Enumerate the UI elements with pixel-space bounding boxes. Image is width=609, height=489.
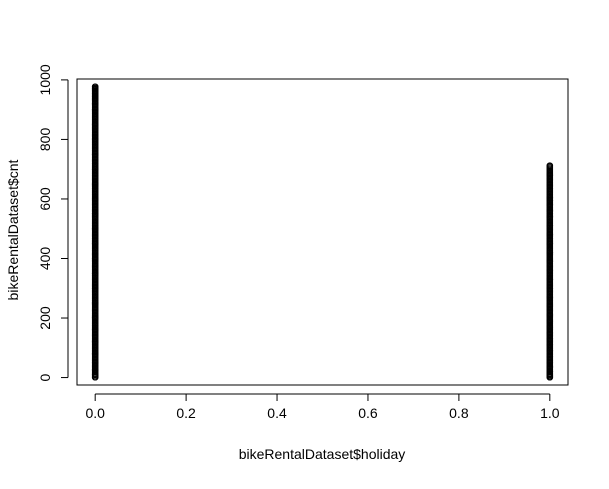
data-point — [91, 195, 99, 203]
data-point — [546, 302, 554, 310]
data-point — [91, 359, 99, 366]
data-point — [91, 270, 99, 277]
data-point — [546, 284, 554, 292]
data-point — [91, 366, 99, 374]
data-point — [91, 326, 99, 334]
data-point — [546, 370, 554, 378]
data-point — [546, 267, 554, 274]
data-point — [91, 314, 99, 322]
data-point — [91, 371, 99, 378]
data-point — [91, 180, 99, 188]
data-point — [91, 136, 99, 143]
x-tick-label: 0.6 — [358, 405, 378, 421]
data-point — [91, 255, 99, 262]
data-point — [91, 151, 99, 158]
data-point — [546, 293, 554, 301]
data-point — [546, 258, 554, 265]
data-point — [546, 194, 554, 201]
data-point — [546, 249, 554, 256]
data-point — [546, 240, 554, 247]
data-point — [546, 222, 554, 230]
plot-box — [76, 78, 569, 386]
y-axis: 0 200 400 600 800 1000 — [37, 64, 69, 381]
data-point — [546, 311, 554, 319]
data-point — [91, 284, 99, 292]
x-tick-label: 0.0 — [85, 405, 105, 421]
data-point — [91, 210, 99, 218]
data-point — [91, 83, 99, 91]
x-tick-label: 0.4 — [267, 405, 287, 421]
x-axis: 0.0 0.2 0.4 0.6 0.8 1.0 — [85, 393, 560, 421]
x-tick-label: 1.0 — [540, 405, 560, 421]
data-point — [91, 299, 99, 307]
data-point — [546, 231, 554, 238]
data-point — [91, 225, 99, 233]
data-point — [91, 350, 99, 358]
y-tick-label: 600 — [37, 187, 53, 211]
data-point — [546, 197, 554, 204]
data-point — [91, 100, 99, 108]
data-point — [546, 201, 554, 209]
data-point — [546, 162, 554, 169]
data-point — [546, 276, 554, 283]
data-point — [91, 338, 99, 346]
data-point — [91, 373, 99, 381]
x-tick-label: 0.2 — [176, 405, 196, 421]
y-tick-label: 1000 — [37, 64, 53, 95]
y-tick-label: 200 — [37, 306, 53, 330]
data-point — [546, 171, 554, 179]
data-point — [91, 240, 99, 247]
data-point — [546, 363, 554, 371]
data-point — [546, 368, 554, 375]
y-tick-label: 0 — [37, 373, 53, 381]
data-point — [91, 165, 99, 173]
y-tick-label: 800 — [37, 128, 53, 152]
data-point — [546, 372, 554, 380]
data-points — [91, 83, 554, 381]
y-tick-label: 400 — [37, 247, 53, 271]
x-tick-label: 0.8 — [449, 405, 469, 421]
x-axis-label: bikeRentalDataset$holiday — [239, 446, 406, 462]
data-point — [91, 121, 99, 128]
data-point — [91, 89, 99, 97]
y-axis-label: bikeRentalDataset$cnt — [5, 159, 21, 300]
